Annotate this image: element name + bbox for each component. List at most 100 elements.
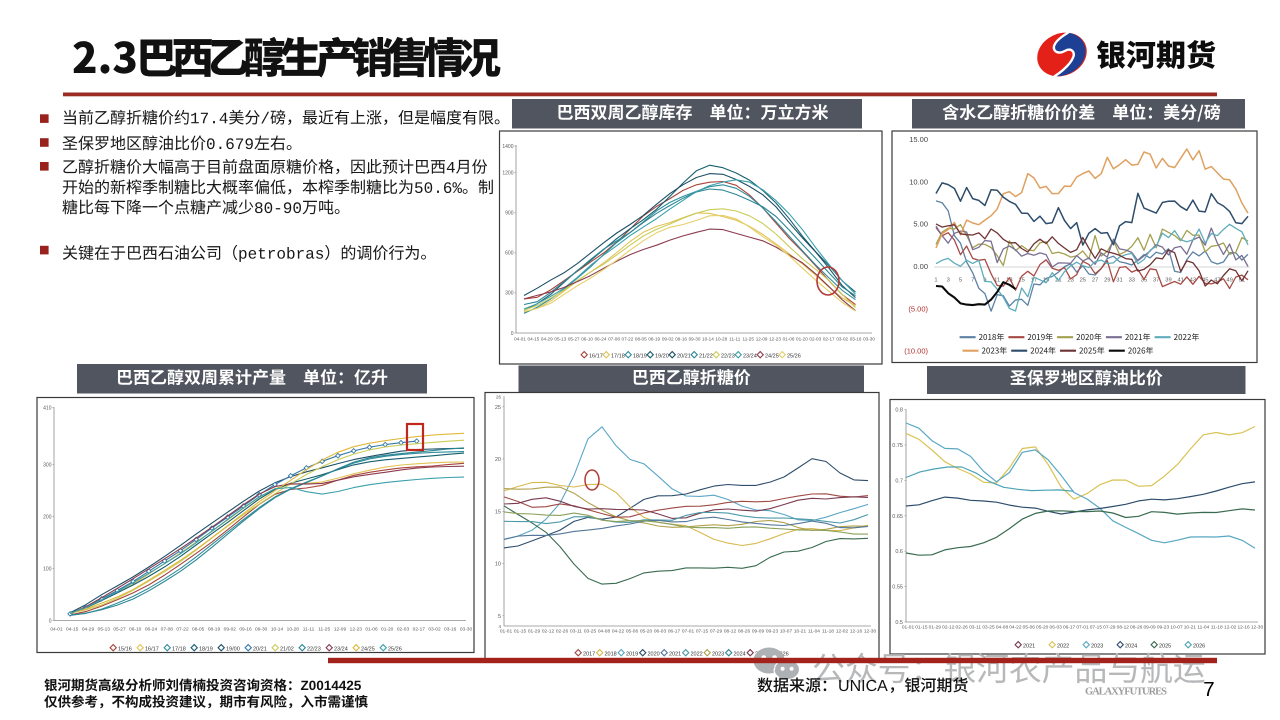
svg-text:10-07: 10-07 bbox=[1170, 625, 1183, 631]
svg-text:0.5: 0.5 bbox=[895, 620, 903, 626]
svg-text:02-12: 02-12 bbox=[942, 625, 955, 631]
svg-text:15: 15 bbox=[1018, 278, 1024, 284]
svg-text:2026: 2026 bbox=[1193, 644, 1205, 650]
svg-text:04-22: 04-22 bbox=[1009, 625, 1022, 631]
svg-text:12-09: 12-09 bbox=[334, 627, 347, 633]
svg-text:04-29: 04-29 bbox=[82, 627, 95, 633]
svg-text:4: 4 bbox=[498, 624, 501, 629]
svg-text:3: 3 bbox=[947, 278, 950, 284]
svg-text:07-15: 07-15 bbox=[696, 629, 709, 635]
svg-text:04-29: 04-29 bbox=[541, 337, 553, 342]
svg-text:17/18: 17/18 bbox=[611, 354, 625, 360]
svg-text:25: 25 bbox=[495, 405, 501, 411]
svg-text:600: 600 bbox=[505, 251, 514, 257]
svg-text:09-02: 09-02 bbox=[662, 337, 674, 342]
svg-text:5.00: 5.00 bbox=[913, 220, 928, 229]
svg-text:300: 300 bbox=[505, 291, 514, 297]
svg-text:13: 13 bbox=[1006, 278, 1012, 284]
svg-text:01-20: 01-20 bbox=[796, 337, 808, 342]
svg-text:02-17: 02-17 bbox=[823, 337, 835, 342]
svg-text:06-24: 06-24 bbox=[145, 627, 158, 633]
svg-text:2022: 2022 bbox=[1057, 644, 1069, 650]
svg-text:(5.00): (5.00) bbox=[908, 304, 928, 313]
svg-text:07-29: 07-29 bbox=[1103, 625, 1116, 631]
svg-text:02-03: 02-03 bbox=[397, 627, 410, 633]
svg-text:18/19: 18/19 bbox=[199, 647, 213, 653]
svg-text:01-20: 01-20 bbox=[381, 627, 394, 633]
svg-text:11-25: 11-25 bbox=[318, 627, 330, 633]
svg-text:0: 0 bbox=[511, 331, 514, 337]
svg-text:15.00: 15.00 bbox=[909, 135, 928, 144]
svg-text:0.75: 0.75 bbox=[892, 443, 903, 449]
svg-text:39: 39 bbox=[1165, 278, 1171, 284]
svg-text:11-04: 11-04 bbox=[1197, 625, 1209, 631]
svg-text:07-22: 07-22 bbox=[622, 337, 634, 342]
svg-text:10-28: 10-28 bbox=[287, 627, 300, 633]
svg-text:7: 7 bbox=[1203, 678, 1214, 701]
svg-text:GALAXYFUTURES: GALAXYFUTURES bbox=[1085, 687, 1167, 698]
svg-text:09-16: 09-16 bbox=[239, 627, 252, 633]
svg-text:11-18: 11-18 bbox=[1211, 625, 1223, 631]
svg-text:43: 43 bbox=[1190, 278, 1196, 284]
svg-text:06-03: 06-03 bbox=[654, 629, 667, 635]
svg-text:7: 7 bbox=[971, 278, 974, 284]
svg-text:17: 17 bbox=[1031, 278, 1037, 284]
svg-text:100: 100 bbox=[43, 567, 52, 573]
svg-text:11-18: 11-18 bbox=[822, 629, 834, 635]
svg-text:12-23: 12-23 bbox=[769, 337, 781, 342]
svg-text:21/22: 21/22 bbox=[699, 354, 713, 360]
svg-text:25: 25 bbox=[1080, 278, 1086, 284]
svg-text:07-08: 07-08 bbox=[608, 337, 620, 342]
svg-text:05-20: 05-20 bbox=[640, 629, 653, 635]
svg-text:02-26: 02-26 bbox=[956, 625, 969, 631]
svg-text:2018: 2018 bbox=[605, 652, 617, 658]
svg-text:12-16: 12-16 bbox=[850, 629, 863, 635]
svg-text:06-03: 06-03 bbox=[1050, 625, 1063, 631]
svg-text:49: 49 bbox=[1226, 278, 1232, 284]
svg-text:12-09: 12-09 bbox=[756, 337, 768, 342]
svg-text:01-15: 01-15 bbox=[915, 625, 928, 631]
svg-text:04-01: 04-01 bbox=[50, 627, 63, 633]
svg-text:17/18: 17/18 bbox=[172, 647, 186, 653]
svg-text:08-12: 08-12 bbox=[1117, 625, 1130, 631]
svg-text:31: 31 bbox=[1116, 278, 1122, 284]
svg-text:20: 20 bbox=[495, 457, 501, 463]
svg-text:10: 10 bbox=[495, 562, 501, 568]
svg-text:19/00: 19/00 bbox=[226, 647, 240, 653]
svg-text:04-15: 04-15 bbox=[528, 337, 540, 342]
svg-text:09-02: 09-02 bbox=[224, 627, 237, 633]
svg-text:35: 35 bbox=[1141, 278, 1147, 284]
svg-text:08-05: 08-05 bbox=[635, 337, 647, 342]
svg-text:10-14: 10-14 bbox=[271, 627, 284, 633]
svg-text:27: 27 bbox=[1092, 278, 1098, 284]
svg-text:15/16: 15/16 bbox=[118, 647, 132, 653]
svg-text:09-23: 09-23 bbox=[766, 629, 779, 635]
svg-text:12-02: 12-02 bbox=[836, 629, 849, 635]
svg-text:2023: 2023 bbox=[712, 652, 724, 658]
svg-text:02-03: 02-03 bbox=[809, 337, 821, 342]
svg-text:10-28: 10-28 bbox=[715, 337, 727, 342]
svg-text:05-13: 05-13 bbox=[554, 337, 566, 342]
svg-text:19: 19 bbox=[1043, 278, 1049, 284]
svg-text:29: 29 bbox=[1104, 278, 1110, 284]
svg-text:05-06: 05-06 bbox=[626, 629, 639, 635]
svg-text:04-22: 04-22 bbox=[612, 629, 625, 635]
svg-text:2024: 2024 bbox=[734, 652, 746, 658]
svg-text:25/26: 25/26 bbox=[388, 647, 402, 653]
svg-text:22/23: 22/23 bbox=[721, 354, 735, 360]
svg-text:10-07: 10-07 bbox=[780, 629, 793, 635]
svg-text:5: 5 bbox=[498, 614, 501, 620]
svg-text:06-10: 06-10 bbox=[581, 337, 593, 342]
svg-text:22/23: 22/23 bbox=[307, 647, 321, 653]
svg-text:11-11: 11-11 bbox=[729, 337, 741, 342]
svg-text:04-08: 04-08 bbox=[996, 625, 1009, 631]
svg-text:02-12: 02-12 bbox=[542, 629, 555, 635]
svg-text:26: 26 bbox=[496, 394, 502, 399]
svg-text:2025: 2025 bbox=[1159, 644, 1171, 650]
svg-text:2022: 2022 bbox=[691, 652, 703, 658]
svg-text:300: 300 bbox=[43, 463, 52, 469]
svg-text:24/25: 24/25 bbox=[361, 647, 375, 653]
svg-text:2024: 2024 bbox=[1125, 644, 1137, 650]
svg-text:20/21: 20/21 bbox=[253, 647, 267, 653]
svg-text:01-01: 01-01 bbox=[902, 625, 915, 631]
